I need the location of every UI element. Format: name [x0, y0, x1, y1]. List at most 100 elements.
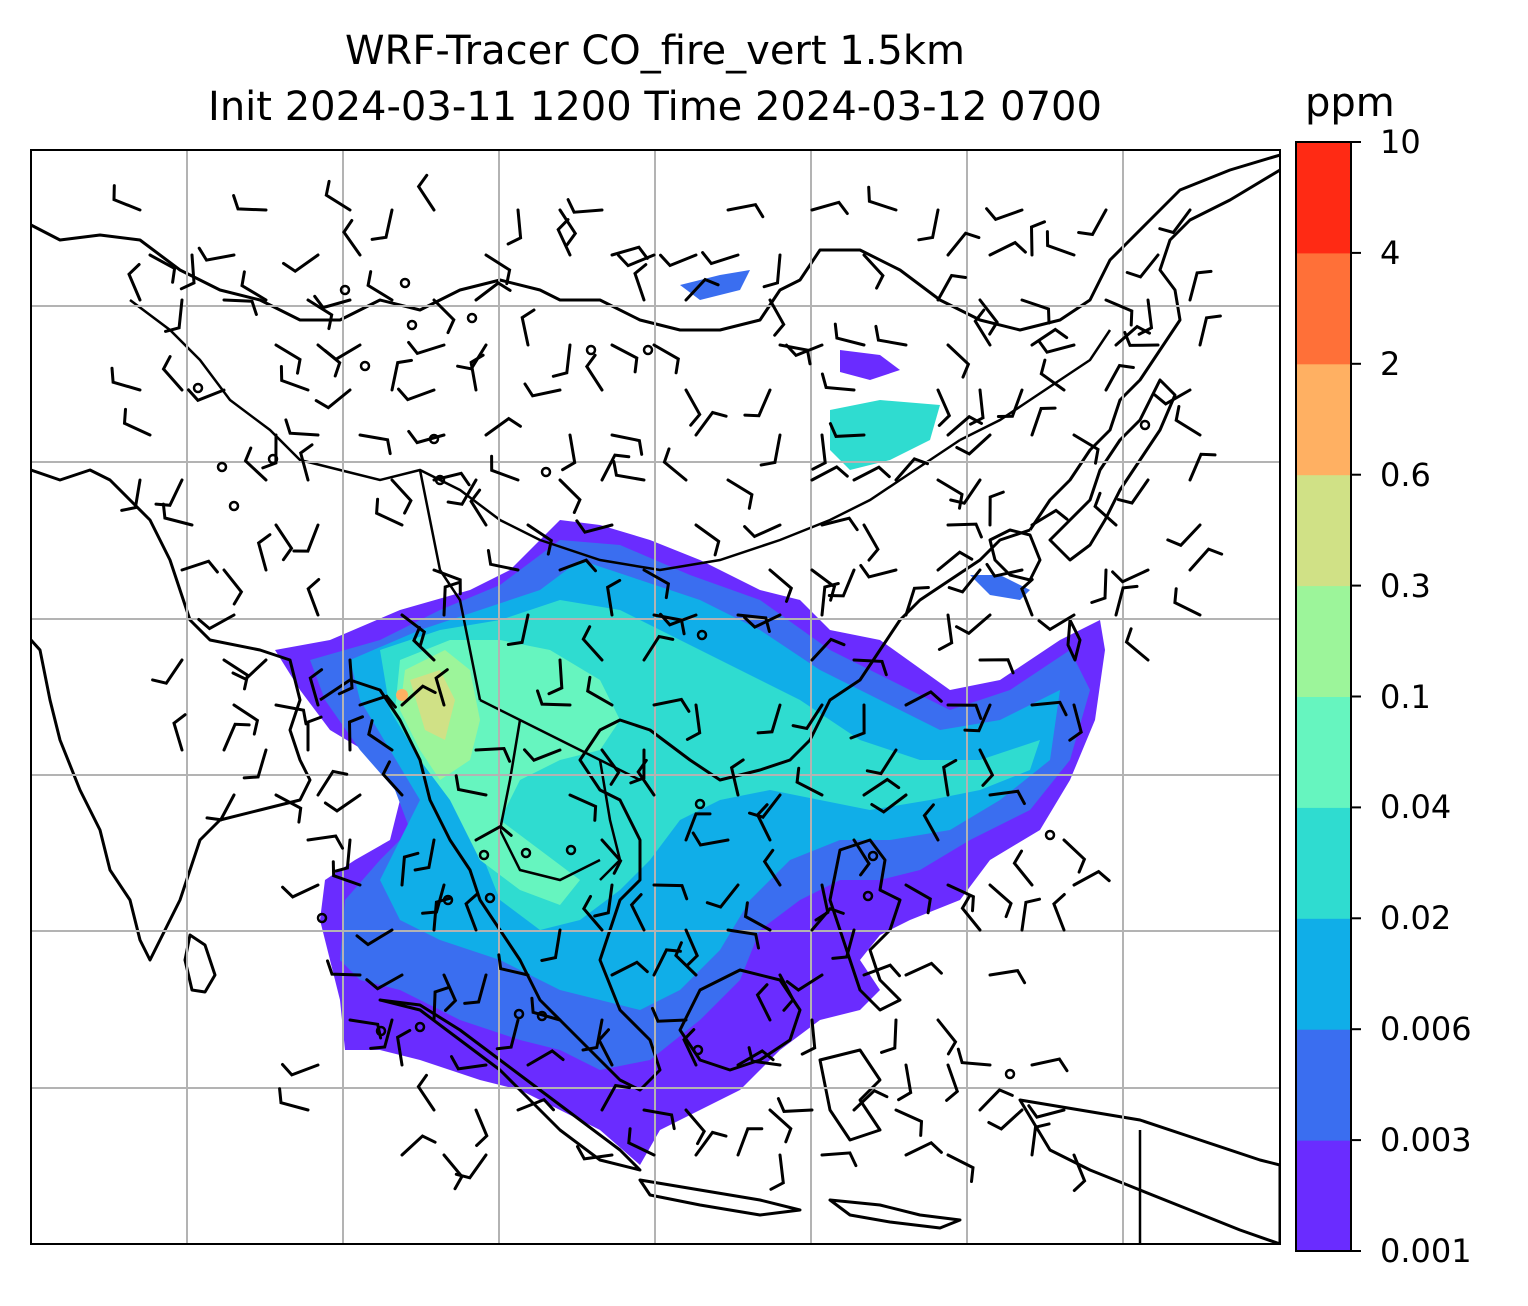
wind-barb	[197, 613, 236, 631]
wind-barb	[1029, 220, 1046, 257]
calm-wind-circle	[359, 360, 371, 372]
wind-barb	[701, 251, 740, 266]
wind-barb	[867, 185, 898, 212]
coastline-sri-lanka	[183, 933, 217, 994]
wind-barb	[627, 1127, 656, 1157]
wind-barb	[323, 343, 362, 362]
wind-barb	[407, 429, 446, 445]
wind-barb	[778, 973, 795, 1012]
wind-barb	[395, 1028, 412, 1067]
wind-barb	[1111, 568, 1150, 584]
wind-barb	[985, 562, 1024, 578]
wind-barb	[1037, 613, 1076, 632]
coastline-lesser-sunda	[828, 1198, 962, 1230]
wind-barb	[369, 1018, 394, 1050]
wind-barb	[633, 263, 648, 302]
wind-barb	[432, 896, 452, 932]
calm-wind-circle	[565, 844, 577, 856]
wind-barb	[1123, 330, 1160, 347]
wind-barb	[946, 414, 983, 437]
wind-barb	[205, 793, 236, 822]
wind-barb	[432, 298, 456, 335]
wind-barb	[605, 578, 622, 617]
wind-barb	[536, 689, 572, 707]
wind-barb	[469, 488, 488, 527]
wind-barb	[306, 298, 334, 331]
wind-barb	[400, 684, 437, 707]
wind-barb	[112, 184, 142, 212]
wind-barb	[748, 793, 782, 819]
wind-barb	[1030, 508, 1069, 527]
colorbar-tick-label: 10	[1380, 123, 1421, 161]
wind-barb	[768, 568, 794, 603]
wind-barb	[862, 777, 901, 797]
wind-barb	[600, 838, 623, 875]
wind-barb	[347, 715, 364, 752]
plume-north-streaks	[830, 400, 940, 470]
wind-barb	[581, 895, 604, 932]
wind-barb	[413, 838, 436, 872]
wind-barb	[568, 793, 598, 822]
wind-barb	[904, 961, 943, 977]
wind-barb	[820, 582, 840, 617]
wind-barb	[946, 231, 981, 257]
wind-barb	[1125, 253, 1160, 279]
calm-wind-circle	[694, 798, 706, 810]
calm-wind-circle	[228, 500, 240, 512]
wind-barb	[894, 457, 929, 482]
colorbar-tick-label: 0.3	[1380, 566, 1431, 605]
wind-barb	[726, 478, 754, 510]
wind-barb	[852, 1088, 889, 1112]
colorbar-tick-label: 4	[1380, 233, 1401, 272]
wind-barb	[973, 308, 992, 347]
wind-barb	[988, 240, 1027, 257]
wind-barb	[865, 748, 898, 776]
coastline-philippines	[828, 838, 902, 1012]
calm-wind-circle	[1139, 419, 1151, 431]
calm-wind-circle	[540, 466, 552, 478]
wind-barb	[682, 1028, 698, 1067]
wind-barb	[694, 410, 728, 437]
wind-barb	[978, 298, 999, 336]
wind-barb	[946, 522, 983, 539]
wind-barb	[743, 388, 772, 418]
colorbar-bin-7	[1296, 363, 1351, 476]
wind-barb	[110, 366, 142, 392]
wind-barb	[284, 418, 320, 437]
wind-barb	[946, 883, 975, 913]
wind-barb	[800, 1018, 817, 1056]
wind-barb	[684, 928, 699, 967]
wind-barb	[852, 465, 891, 482]
wind-barb	[164, 298, 184, 333]
wind-barb	[904, 586, 930, 617]
wind-barb	[308, 668, 324, 707]
wind-barb	[243, 446, 268, 482]
wind-barb	[281, 1063, 320, 1077]
wind-barb	[978, 658, 1015, 675]
wind-barb	[232, 703, 260, 736]
wind-barb	[629, 893, 646, 932]
wind-barb	[811, 433, 827, 471]
wind-barb	[1068, 703, 1083, 742]
wind-barb	[342, 219, 362, 257]
wind-barb	[955, 433, 992, 456]
wind-barb	[636, 758, 656, 797]
wind-barb	[474, 1108, 489, 1147]
wind-barb	[523, 748, 562, 762]
calm-wind-circle	[696, 629, 708, 641]
coastline-korea	[988, 528, 1042, 582]
wind-barb	[862, 523, 880, 562]
wind-barb	[955, 613, 992, 636]
wind-barb	[593, 883, 614, 918]
wind-barb	[694, 1130, 728, 1157]
calm-wind-circle	[862, 890, 874, 902]
calm-wind-circle	[267, 453, 279, 465]
wind-barb	[274, 703, 308, 726]
wind-barb	[743, 901, 772, 932]
wind-barb	[652, 948, 682, 977]
wind-barb	[584, 353, 604, 392]
wind-barb	[432, 986, 450, 1022]
wind-barb	[1062, 838, 1087, 874]
wind-barb	[148, 253, 177, 284]
calm-wind-circle	[216, 461, 228, 473]
